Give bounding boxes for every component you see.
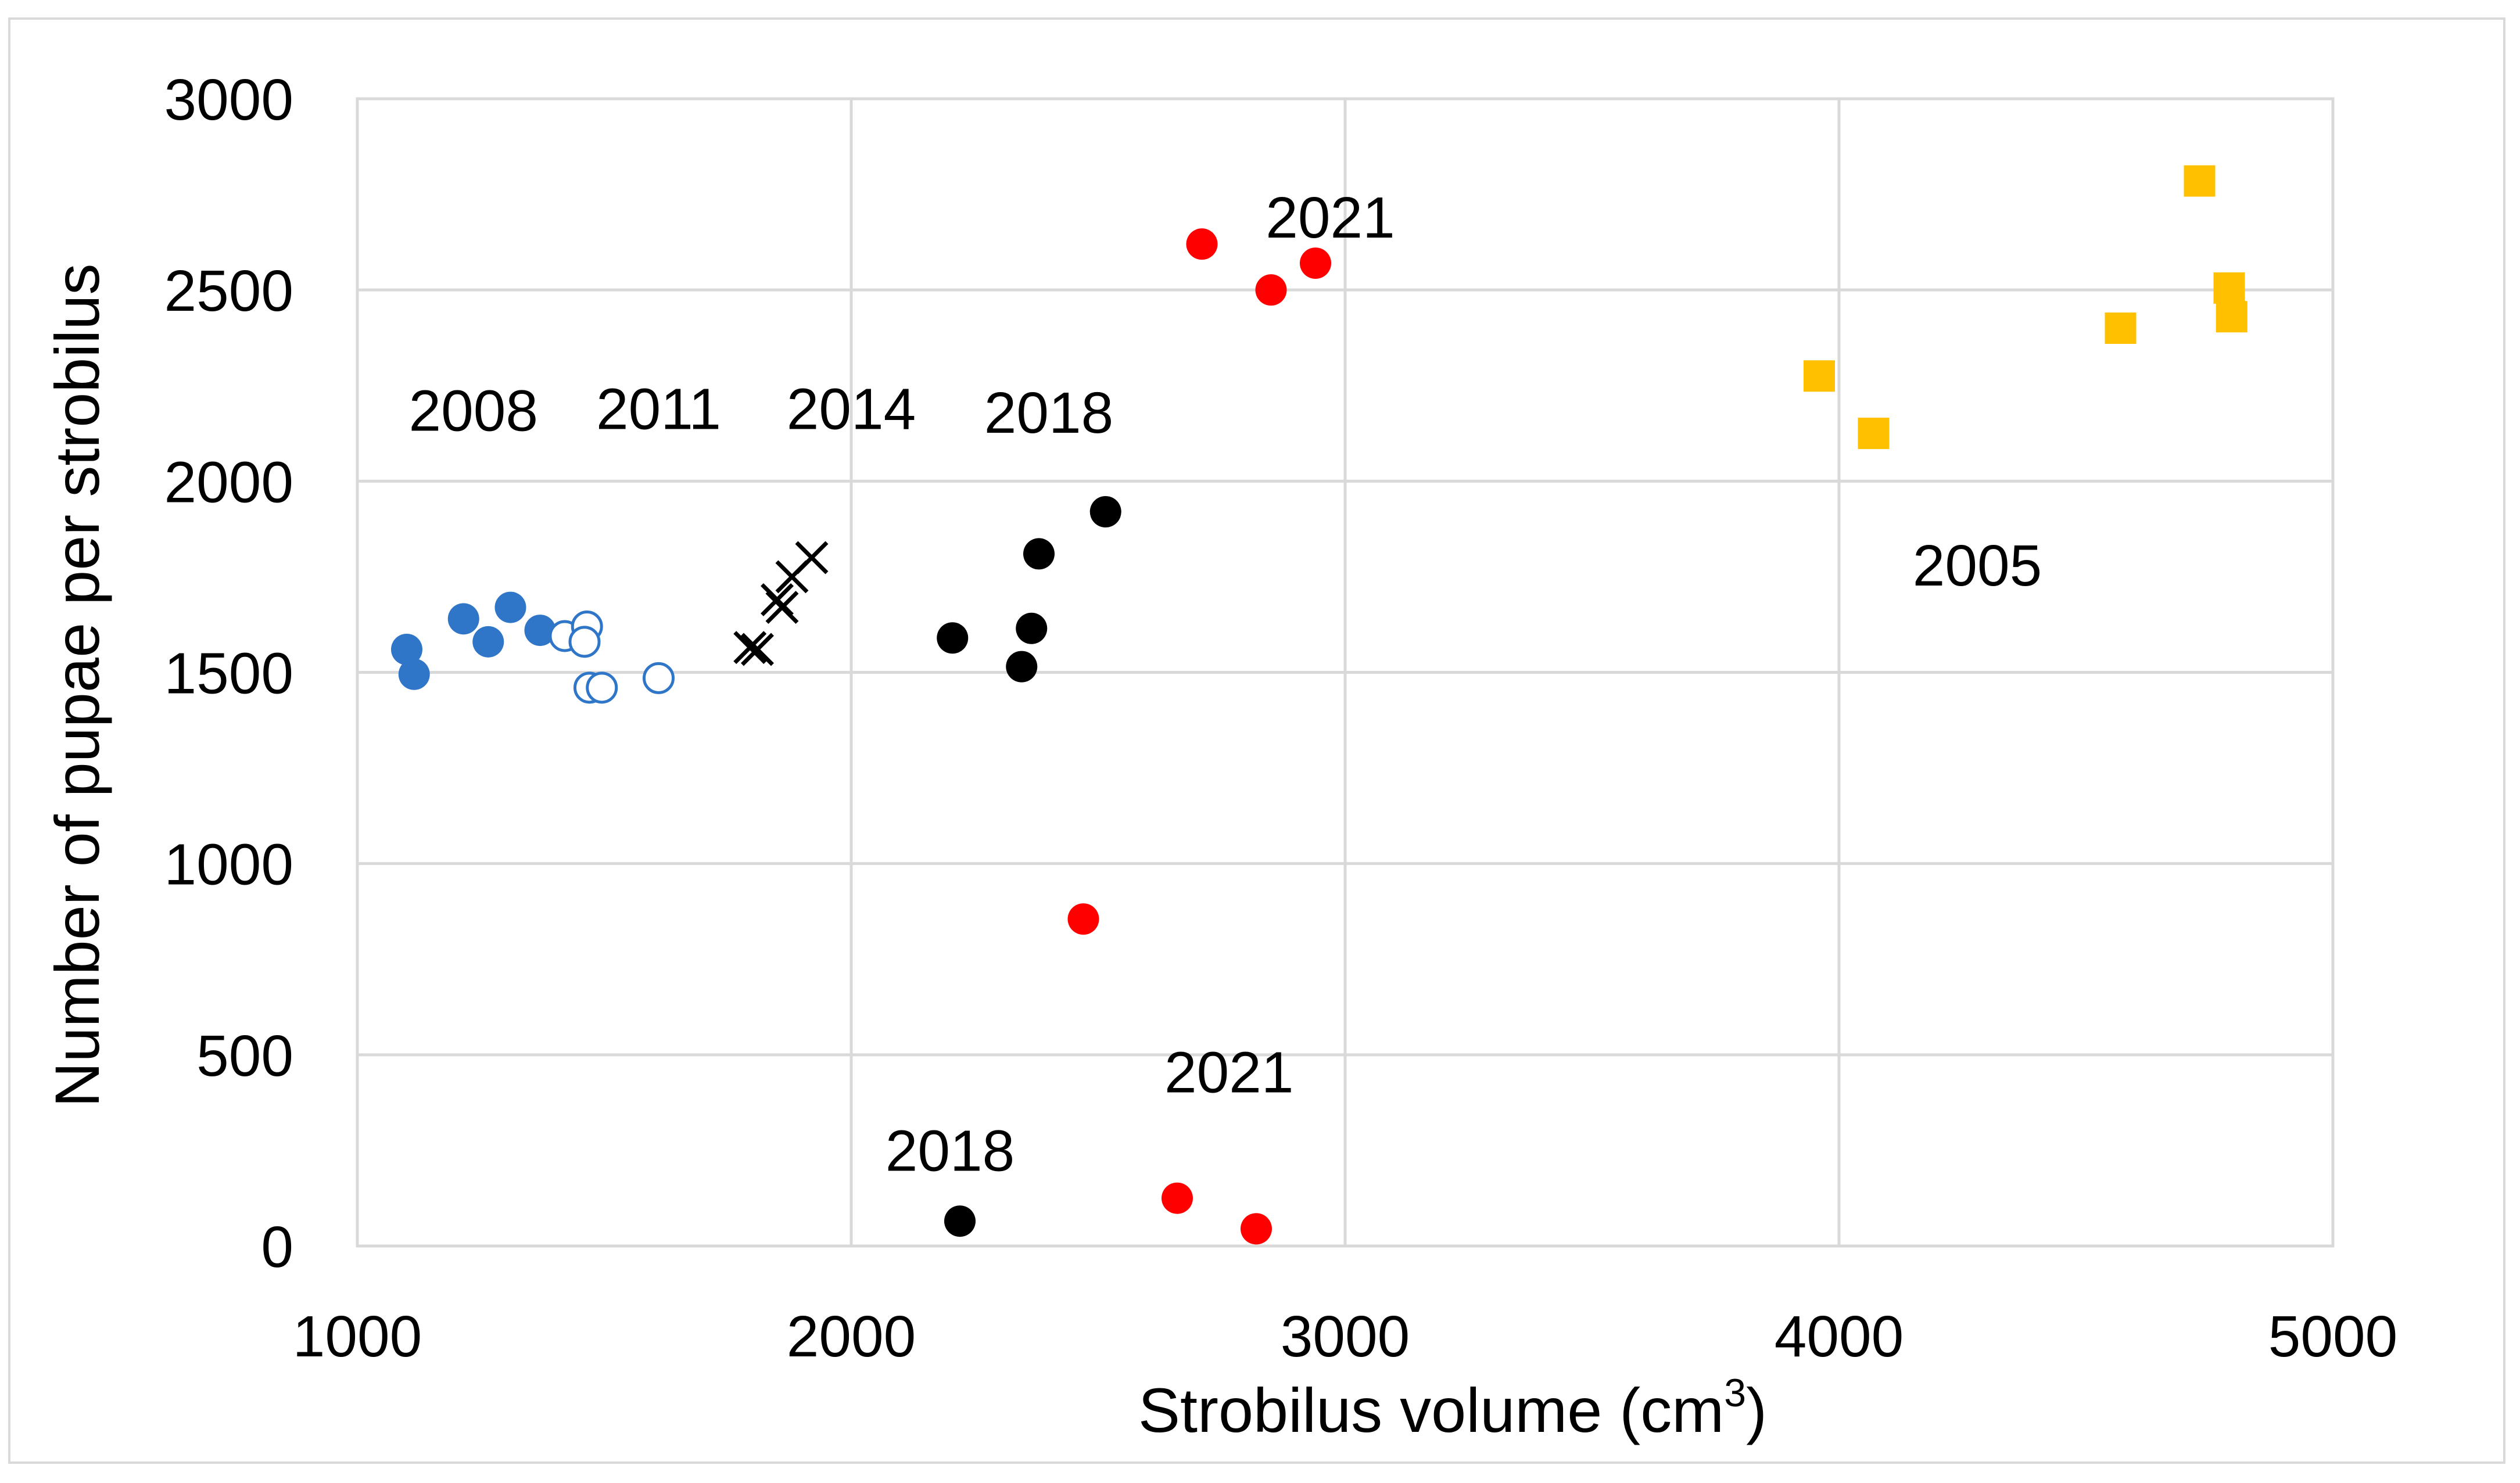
point-2005 xyxy=(2105,313,2137,344)
point-2008 xyxy=(398,658,430,690)
point-2018 xyxy=(937,622,969,654)
y-axis-label: Number of pupae per strobilus xyxy=(42,264,112,1108)
annotation-label: 2014 xyxy=(787,376,916,441)
y-tick-label: 0 xyxy=(261,1215,293,1280)
point-2011 xyxy=(643,662,675,694)
x-axis-label: Strobilus volume (cm3) xyxy=(1138,1371,1767,1445)
x-tick-label: 3000 xyxy=(1281,1304,1410,1369)
x-tick-label: 4000 xyxy=(1775,1304,1904,1369)
y-tick-label: 1500 xyxy=(164,641,293,706)
point-2021 xyxy=(1300,247,1331,279)
point-2014 xyxy=(741,633,774,666)
annotation-label: 2011 xyxy=(596,376,721,441)
point-2005 xyxy=(2184,165,2216,197)
point-2005 xyxy=(2216,301,2247,333)
y-tick-label: 500 xyxy=(196,1024,293,1089)
annotation-label: 2018 xyxy=(886,1118,1015,1183)
point-2018 xyxy=(1016,612,1048,644)
x-tick-label: 2000 xyxy=(787,1304,916,1369)
point-2008 xyxy=(524,615,556,647)
annotation-label: 2021 xyxy=(1266,185,1395,250)
annotation-label: 2008 xyxy=(409,379,538,444)
point-2021 xyxy=(1255,274,1287,306)
plot-area-border xyxy=(356,97,2335,1248)
point-2021 xyxy=(1186,228,1218,260)
point-2014 xyxy=(765,591,799,624)
year-annotations: 2008 2011 2014 2018 2021 2005 2021 2018 xyxy=(409,185,2042,1183)
point-2011 xyxy=(568,626,601,658)
point-2021 xyxy=(1241,1213,1272,1245)
y-tick-label: 1000 xyxy=(164,832,293,897)
x-axis-label-main: Strobilus volume (cm xyxy=(1138,1375,1724,1445)
point-2014 xyxy=(733,631,767,665)
y-tick-label: 2500 xyxy=(164,258,293,324)
x-axis-label-superscript: 3 xyxy=(1724,1371,1746,1415)
point-2005 xyxy=(2213,272,2245,304)
x-tick-labels: 1000 2000 3000 4000 5000 xyxy=(293,1304,2397,1369)
point-2018 xyxy=(944,1205,976,1237)
y-tick-labels: 0 500 1000 1500 2000 2500 3000 xyxy=(164,67,293,1280)
point-2018 xyxy=(1089,496,1121,527)
point-2005 xyxy=(1804,360,1835,392)
data-points xyxy=(391,165,2247,1245)
x-axis-label-end: ) xyxy=(1746,1375,1767,1445)
y-tick-label: 2000 xyxy=(164,450,293,515)
point-2011 xyxy=(586,672,618,704)
point-2018 xyxy=(1006,651,1038,683)
annotation-label: 2005 xyxy=(1913,533,2042,598)
annotation-label: 2021 xyxy=(1164,1040,1293,1105)
y-tick-label: 3000 xyxy=(164,67,293,132)
point-2014 xyxy=(795,541,829,574)
point-2008 xyxy=(494,591,526,623)
point-2021 xyxy=(1162,1182,1193,1214)
x-tick-label: 1000 xyxy=(293,1304,422,1369)
point-2008 xyxy=(391,634,422,665)
point-2008 xyxy=(472,626,504,658)
x-tick-label: 5000 xyxy=(2268,1304,2397,1369)
point-2018 xyxy=(1023,538,1055,570)
point-2021 xyxy=(1067,903,1099,935)
point-2008 xyxy=(447,603,479,635)
annotation-label: 2018 xyxy=(984,380,1113,446)
point-2005 xyxy=(1858,418,1890,450)
